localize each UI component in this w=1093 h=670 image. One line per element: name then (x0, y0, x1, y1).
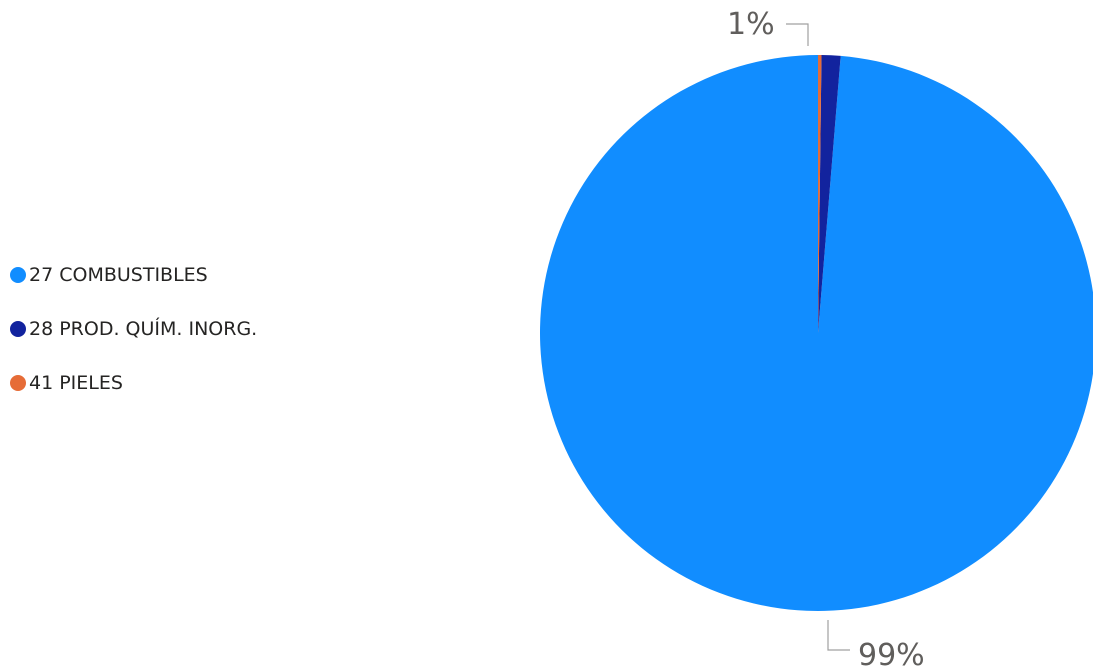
legend-item-pieles[interactable]: 41 PIELES (10, 372, 257, 394)
legend-label-combustibles: 27 COMBUSTIBLES (29, 264, 208, 286)
leader-line-99 (827, 620, 850, 651)
pie-data-labels: 99% 1% (727, 7, 925, 670)
legend-item-combustibles[interactable]: 27 COMBUSTIBLES (10, 264, 257, 286)
pie-slices (540, 55, 1093, 611)
legend-label-prod-quim-inorg: 28 PROD. QUÍM. INORG. (29, 318, 258, 340)
slice-pieles[interactable] (818, 55, 822, 333)
leader-line-1 (786, 23, 809, 46)
legend: 27 COMBUSTIBLES 28 PROD. QUÍM. INORG. 41… (10, 264, 258, 428)
legend-swatch-prod-quim-inorg (10, 321, 26, 337)
slice-prod-quim-inorg[interactable] (818, 55, 841, 334)
data-label-1: 1% (727, 7, 775, 42)
data-label-99: 99% (858, 638, 925, 670)
legend-swatch-pieles (10, 375, 26, 391)
slice-combustibles[interactable] (540, 55, 1093, 611)
legend-swatch-combustibles (10, 267, 26, 283)
legend-item-prod-quim-inorg[interactable]: 28 PROD. QUÍM. INORG. (10, 318, 258, 340)
legend-label-pieles: 41 PIELES (29, 372, 123, 394)
